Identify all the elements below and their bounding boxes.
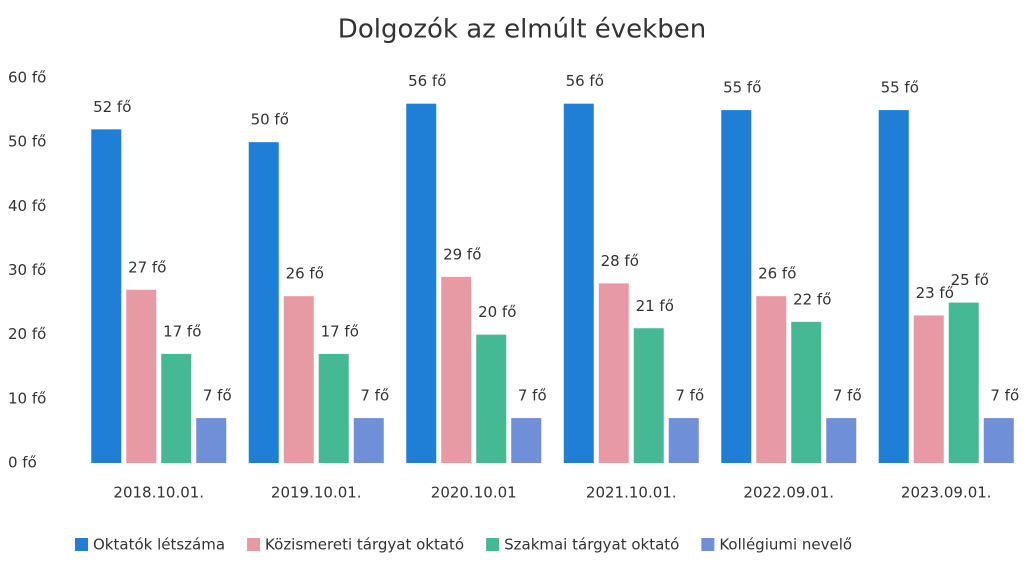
- value-label: 21 fő: [636, 297, 674, 315]
- bar: [248, 142, 279, 463]
- y-tick-label: 0 fő: [8, 454, 37, 472]
- value-label: 23 fő: [916, 284, 954, 302]
- bar: [878, 110, 909, 463]
- bar: [353, 418, 384, 463]
- bar: [913, 315, 944, 463]
- value-label: 17 fő: [163, 322, 201, 340]
- value-label: 7 fő: [833, 387, 862, 405]
- bar: [948, 302, 979, 463]
- legend-swatch: [75, 538, 88, 551]
- x-tick-label: 2022.09.01.: [743, 484, 834, 502]
- legend-swatch: [701, 538, 715, 551]
- bar: [406, 103, 437, 464]
- value-label: 26 fő: [286, 265, 324, 283]
- y-tick-label: 60 fő: [8, 69, 46, 87]
- value-label: 50 fő: [251, 111, 289, 129]
- x-tick-label: 2023.09.01.: [901, 484, 992, 502]
- value-label: 27 fő: [128, 258, 166, 276]
- value-label: 7 fő: [990, 387, 1019, 405]
- x-tick-label: 2021.10.01.: [586, 484, 677, 502]
- value-label: 56 fő: [566, 72, 604, 90]
- bar: [196, 418, 227, 463]
- x-tick-label: 2019.10.01.: [271, 484, 362, 502]
- value-label: 55 fő: [723, 79, 761, 97]
- bar: [511, 418, 542, 463]
- value-label: 25 fő: [951, 271, 989, 289]
- value-label: 17 fő: [321, 322, 359, 340]
- value-label: 26 fő: [758, 265, 796, 283]
- x-tick-label: 2020.10.01: [431, 484, 517, 502]
- legend-label: Közismereti tárgyat oktató: [265, 536, 464, 554]
- bar: [126, 289, 157, 463]
- bar: [598, 283, 629, 463]
- value-label: 7 fő: [360, 387, 389, 405]
- bar: [721, 110, 752, 463]
- y-tick-label: 10 fő: [8, 389, 46, 407]
- legend-label: Kollégiumi nevelő: [719, 536, 852, 554]
- y-tick-label: 50 fő: [8, 133, 46, 151]
- value-label: 7 fő: [518, 387, 547, 405]
- value-label: 7 fő: [675, 387, 704, 405]
- bar: [563, 103, 594, 464]
- y-tick-label: 30 fő: [8, 261, 46, 279]
- value-label: 20 fő: [478, 303, 516, 321]
- bar: [318, 353, 349, 463]
- chart-title: Dolgozók az elmúlt években: [338, 15, 706, 45]
- bar: [633, 328, 664, 463]
- bar: [441, 276, 472, 463]
- value-label: 22 fő: [793, 290, 831, 308]
- y-tick-label: 20 fő: [8, 325, 46, 343]
- value-label: 28 fő: [601, 252, 639, 270]
- bar: [756, 296, 787, 463]
- value-label: 56 fő: [408, 72, 446, 90]
- bar: [668, 418, 699, 463]
- value-label: 7 fő: [203, 387, 232, 405]
- value-label: 55 fő: [881, 79, 919, 97]
- legend-swatch: [247, 538, 261, 551]
- bar: [161, 353, 192, 463]
- bar: [91, 129, 122, 464]
- legend-label: Szakmai tárgyat oktató: [504, 536, 679, 554]
- bar: [283, 296, 314, 463]
- legend-swatch: [486, 538, 500, 551]
- value-label: 29 fő: [443, 245, 481, 263]
- bar: [476, 334, 507, 463]
- x-tick-label: 2018.10.01.: [113, 484, 204, 502]
- legend-label: Oktatók létszáma: [93, 536, 225, 554]
- bar: [983, 418, 1014, 463]
- y-tick-label: 40 fő: [8, 197, 46, 215]
- value-label: 52 fő: [93, 98, 131, 116]
- bar: [826, 418, 857, 463]
- bar: [791, 321, 822, 463]
